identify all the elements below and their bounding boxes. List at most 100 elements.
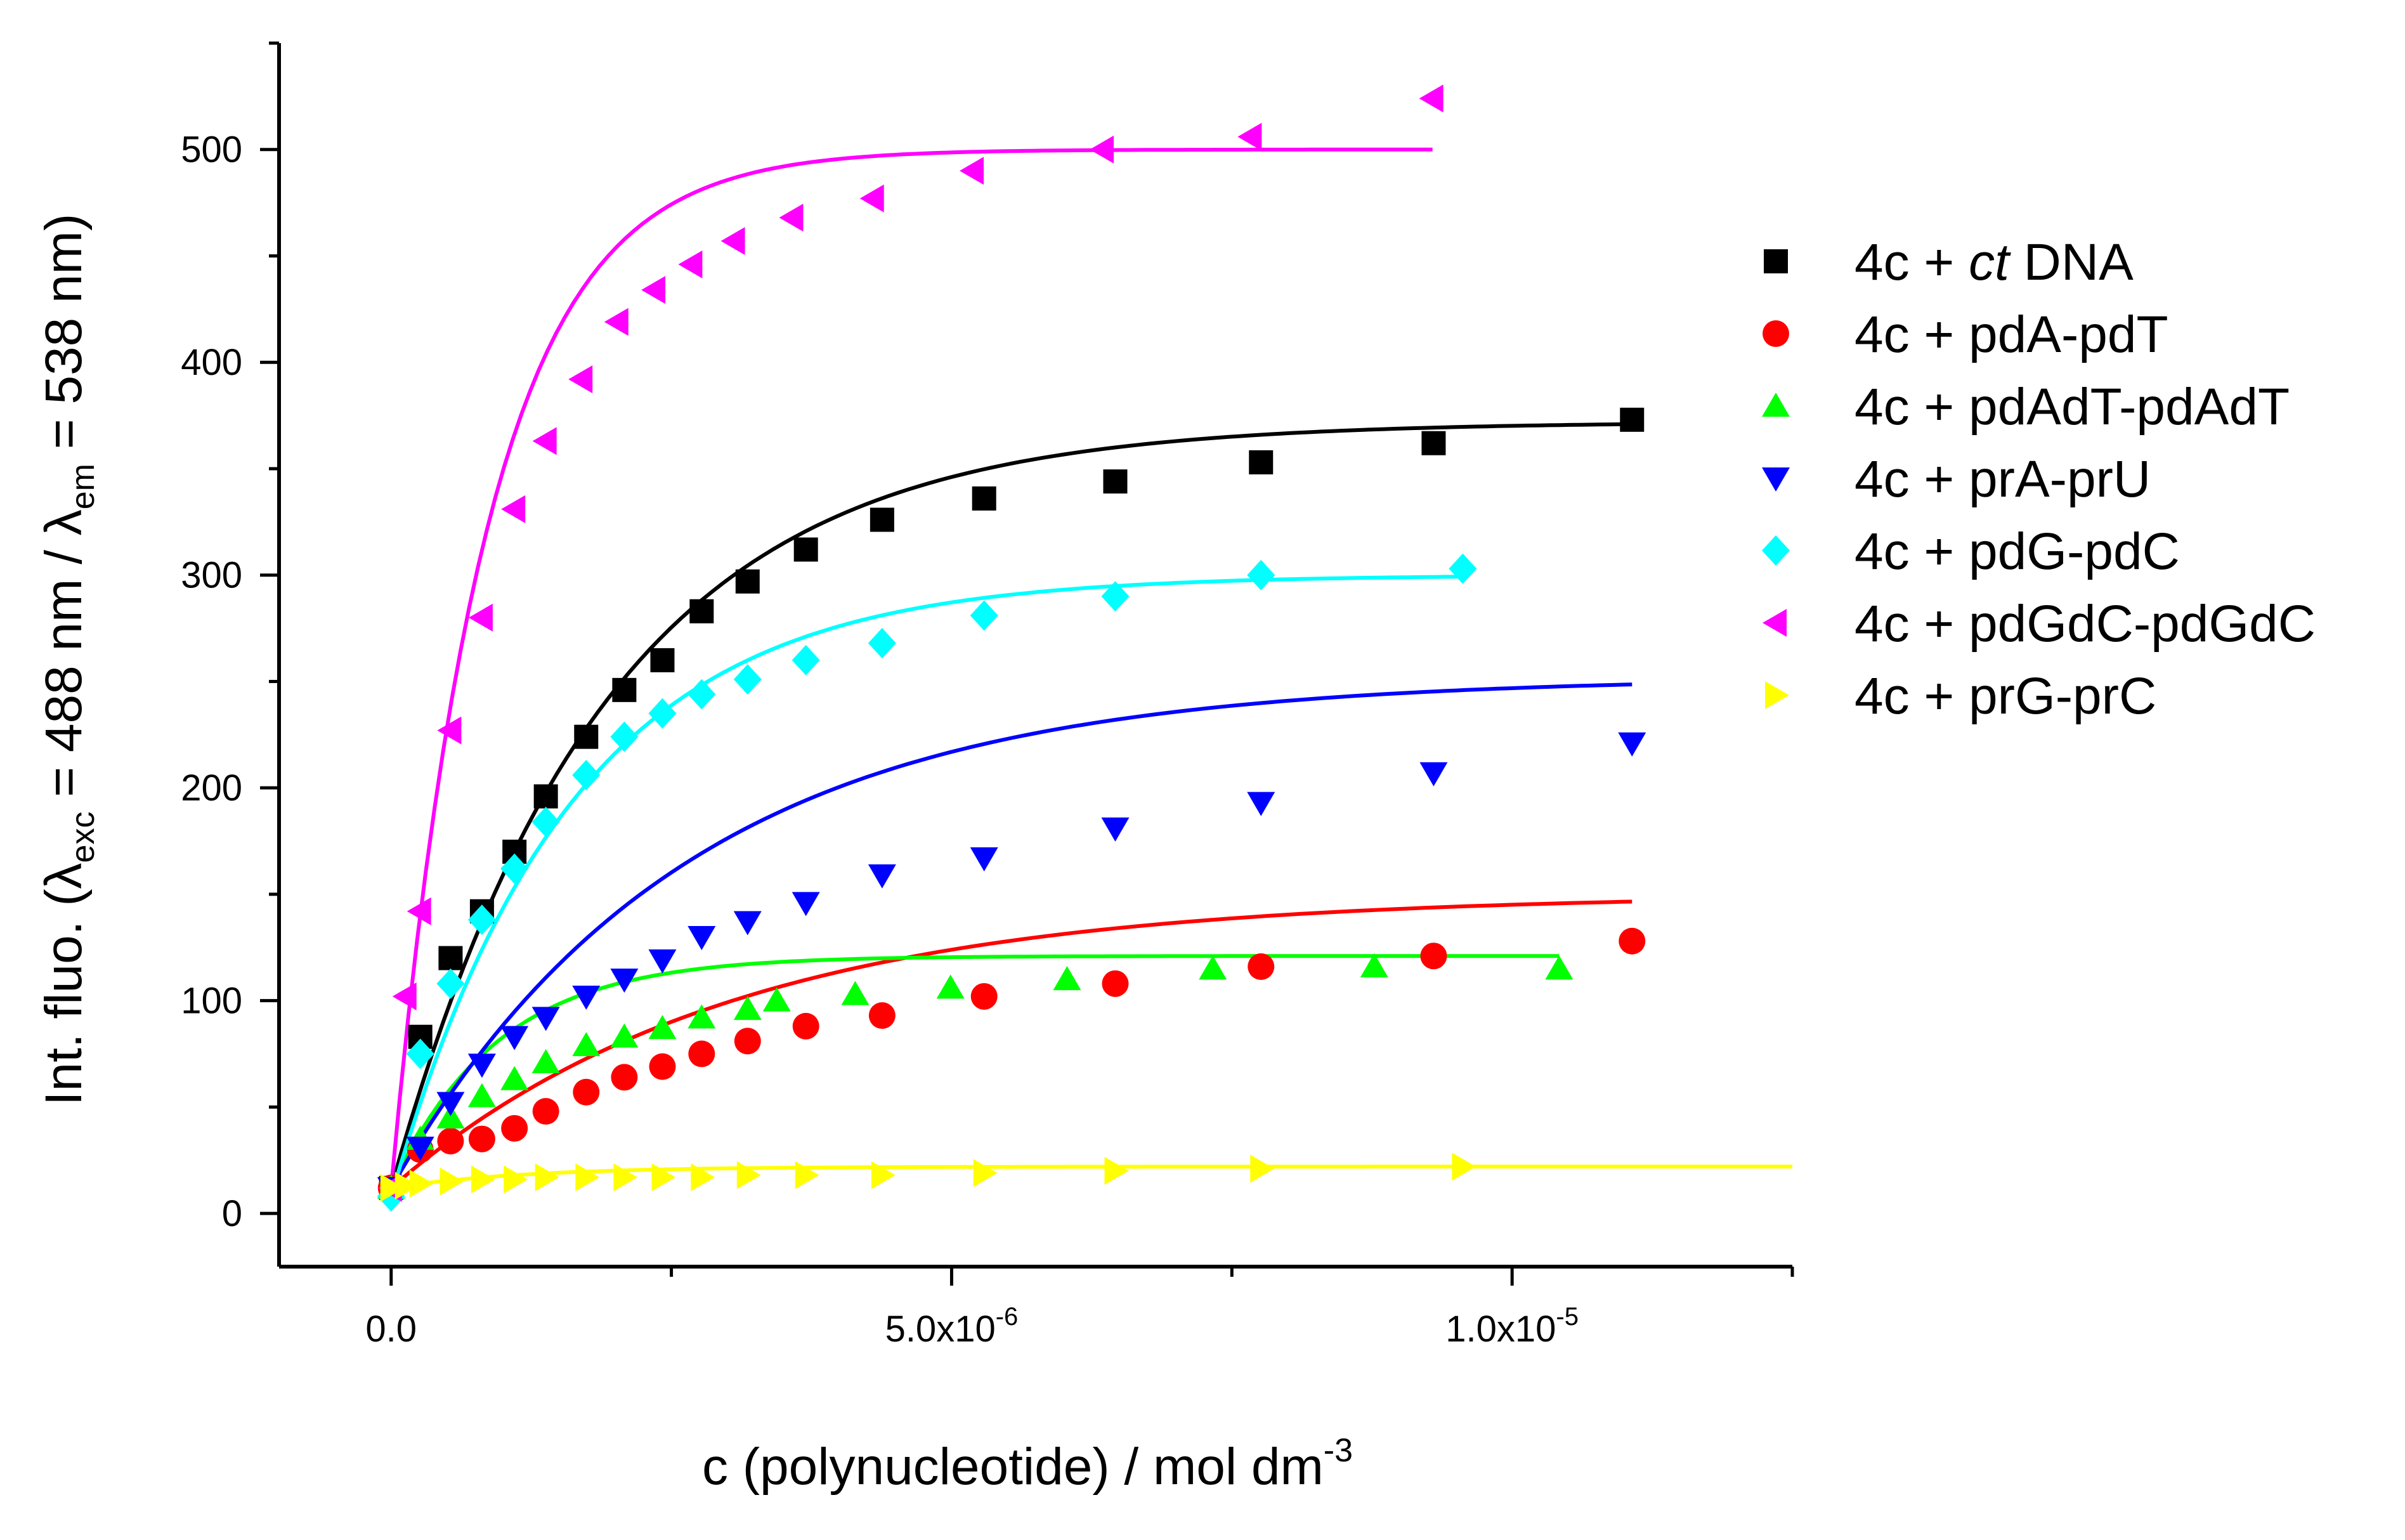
data-point: [1618, 732, 1646, 757]
data-point: [610, 721, 639, 752]
data-point: [870, 507, 894, 532]
data-point: [691, 1163, 715, 1192]
data-point: [960, 157, 984, 185]
data-point: [468, 1125, 495, 1152]
data-point: [936, 974, 965, 999]
data-point: [792, 892, 820, 917]
data-point: [438, 946, 463, 970]
data-point: [572, 1032, 601, 1057]
data-point: [736, 1161, 761, 1189]
data-point: [970, 600, 998, 631]
data-point: [973, 1159, 998, 1187]
data-point: [1250, 1154, 1275, 1183]
legend-label: 4c + prG-prC: [1854, 667, 2156, 725]
data-point: [406, 1137, 434, 1161]
y-tick-label: 400: [181, 342, 242, 383]
y-tick-label: 100: [181, 981, 242, 1022]
data-point: [1102, 970, 1129, 997]
x-tick-label: 1.0x10-5: [1445, 1303, 1579, 1350]
legend-marker: [1764, 249, 1788, 273]
legend-label: 4c + pdA-pdT: [1854, 306, 2168, 363]
y-axis-title-subscript-exc: exc: [65, 812, 101, 863]
data-point: [841, 981, 870, 1005]
x-axis-title-unit-exponent: -3: [1324, 1432, 1353, 1469]
data-points: [377, 84, 1646, 1212]
legend-label: 4c + prA-prU: [1854, 450, 2151, 508]
data-point: [501, 1114, 528, 1142]
data-point: [610, 1023, 639, 1048]
fit-curve: [389, 422, 1633, 1189]
legend-marker: [1763, 320, 1789, 347]
data-point: [575, 1163, 600, 1192]
data-point: [574, 724, 599, 749]
data-point: [648, 949, 677, 974]
legend-marker: [1763, 609, 1787, 637]
data-point: [568, 365, 593, 394]
data-point: [970, 847, 998, 871]
data-point: [1248, 953, 1275, 980]
data-point: [793, 537, 818, 562]
data-point: [380, 1173, 405, 1202]
data-point: [688, 679, 716, 710]
data-point: [572, 985, 601, 1010]
data-point: [733, 996, 762, 1021]
data-point: [467, 1054, 496, 1078]
data-point: [688, 1040, 715, 1067]
legend-marker: [1762, 467, 1790, 492]
data-point: [467, 904, 496, 936]
data-point: [733, 664, 762, 695]
data-point: [392, 982, 417, 1010]
data-point: [689, 599, 714, 623]
data-point: [533, 784, 558, 809]
data-point: [467, 1083, 496, 1107]
data-point: [572, 760, 601, 791]
data-point: [1101, 817, 1130, 842]
data-point: [436, 1092, 465, 1116]
data-point: [641, 276, 666, 304]
data-point: [1249, 450, 1274, 474]
legend-label: 4c + pdGdC-pdGdC: [1854, 595, 2316, 653]
y-tick-label: 200: [181, 767, 242, 809]
fit-curve: [389, 575, 1463, 1197]
y-axis-title-subscript-em: em: [65, 464, 101, 509]
data-point: [792, 644, 820, 675]
data-point: [972, 486, 996, 511]
data-point: [531, 1048, 560, 1073]
data-point: [1360, 953, 1388, 977]
legend: 4c + ct DNA 4c + pdA-pdT 4c + pdAdT-pdAdT 4…: [1762, 233, 2316, 725]
data-point: [531, 1007, 560, 1031]
data-point: [688, 1004, 716, 1029]
data-point: [611, 1064, 638, 1091]
data-point: [970, 982, 998, 1010]
data-point: [1419, 762, 1448, 786]
x-axis-title: c (polynucleotide) / mol dm-3: [702, 1432, 1353, 1496]
legend-label: 4c + pdAdT-pdAdT: [1854, 378, 2290, 436]
data-point: [604, 308, 629, 336]
data-point: [1420, 943, 1447, 970]
data-point: [437, 1128, 464, 1155]
fit-curve: [389, 147, 1433, 1189]
data-point: [792, 1012, 819, 1040]
data-point: [436, 968, 465, 999]
data-point: [535, 1163, 559, 1192]
data-point: [1053, 966, 1081, 991]
data-point: [678, 250, 703, 278]
data-point: [868, 1002, 896, 1029]
data-point: [868, 628, 896, 659]
data-point: [437, 716, 462, 745]
y-tick-label: 300: [181, 555, 242, 596]
data-point: [1247, 559, 1275, 591]
y-tick-label: 500: [181, 129, 242, 171]
y-axis-title: Int. fluo. (λexc = 488 nm / λem = 538 nm…: [35, 214, 101, 1106]
data-point: [407, 897, 431, 925]
data-point: [504, 1165, 528, 1194]
data-point: [1545, 955, 1574, 980]
data-point: [720, 226, 745, 255]
data-point: [1421, 431, 1446, 455]
data-point: [573, 1078, 600, 1106]
data-point: [610, 969, 639, 993]
x-tick-label: 5.0x10-6: [885, 1303, 1019, 1350]
legend-label: 4c + pdG-pdC: [1854, 523, 2180, 580]
data-point: [1247, 792, 1275, 816]
